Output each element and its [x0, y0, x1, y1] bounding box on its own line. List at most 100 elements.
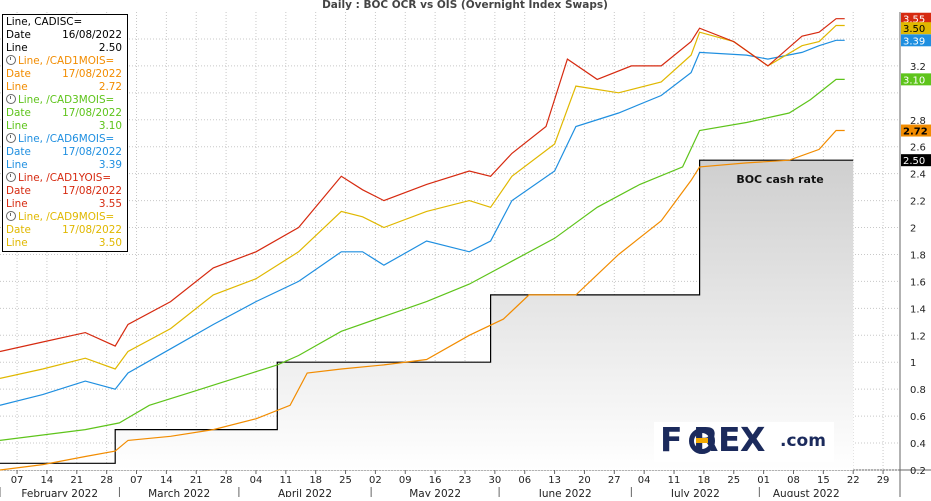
x-tick-label: 06	[518, 475, 531, 486]
last-value-tag-bg	[901, 22, 931, 35]
y-tick-label: 1.2	[910, 331, 926, 342]
legend-label: Line, /CAD1MOIS=	[6, 55, 114, 68]
legend-label: Date	[6, 146, 31, 159]
legend-label: Date	[6, 107, 31, 120]
x-tick-label: 04	[250, 475, 263, 486]
legend-row: Line, /CAD9MOIS=	[6, 211, 124, 224]
last-value-tag: 3.39	[903, 36, 925, 47]
y-tick-label: 1.4	[910, 304, 926, 315]
x-tick-label: 08	[787, 475, 800, 486]
y-tick-label: 0.4	[910, 439, 926, 450]
month-label: February 2022	[21, 488, 98, 497]
month-label: August 2022	[773, 488, 840, 497]
legend-value: 17/08/2022	[62, 185, 122, 197]
legend-label-text: Line, /CAD1YOIS=	[18, 172, 112, 184]
clock-icon	[6, 211, 16, 221]
legend-label-text: Line	[6, 237, 28, 249]
y-tick-label: 0.2	[910, 466, 926, 477]
y-tick-label: 0.8	[910, 385, 926, 396]
last-value-tag: 3.10	[903, 75, 925, 86]
legend-label: Date	[6, 185, 31, 198]
series-line-cad3mois	[0, 78, 845, 441]
legend-value: 17/08/2022	[62, 68, 122, 80]
legend-row: Line 2.72	[6, 81, 124, 94]
legend-label-text: Line, /CAD6MOIS=	[18, 133, 115, 145]
x-tick-label: 14	[160, 475, 173, 486]
last-value-tags: 2.50 2.72 3.10 3.39 3.553.50	[901, 12, 931, 167]
clock-icon	[6, 94, 16, 104]
logo-o-bar	[696, 438, 708, 443]
y-tick-label: 2.2	[910, 197, 926, 208]
y-tick-label: 0.6	[910, 412, 926, 423]
legend-label-text: Date	[6, 146, 31, 158]
legend-label: Line, /CAD9MOIS=	[6, 211, 114, 224]
y-tick-label: 2	[910, 224, 916, 235]
legend-value: 17/08/2022	[62, 107, 122, 119]
legend-value: 3.10	[98, 120, 122, 132]
series-line-cad6mois	[0, 39, 845, 406]
legend-row: Date 17/08/2022	[6, 107, 124, 120]
y-tick-label: 2.6	[910, 143, 926, 154]
cash-rate-area	[0, 160, 854, 471]
month-label: May 2022	[409, 488, 461, 497]
last-value-tag-bg	[901, 73, 931, 86]
legend-label-text: Line	[6, 42, 28, 54]
y-tick-label: 1.6	[910, 277, 926, 288]
legend-label-text: Date	[6, 29, 31, 41]
legend-label: Line	[6, 198, 28, 211]
x-tick-label: 25	[339, 475, 352, 486]
y-tick-label: 2.4	[910, 170, 926, 181]
x-tick-label: 21	[70, 475, 83, 486]
x-tick-label: 07	[130, 475, 143, 486]
series-lines	[0, 18, 854, 471]
legend-value: 2.50	[98, 42, 122, 54]
cash-rate-fill	[0, 160, 854, 471]
chart-title: Daily : BOC OCR vs OIS (Overnight Index …	[322, 0, 608, 11]
legend-label: Line, /CAD6MOIS=	[6, 133, 114, 146]
legend-label-text: Line, /CAD1MOIS=	[18, 55, 115, 67]
legend-value: 17/08/2022	[62, 146, 122, 158]
legend-row: Line 2.50	[6, 42, 124, 55]
clock-icon	[6, 55, 16, 65]
last-value-tag: 2.72	[903, 127, 928, 138]
series-line-cad1mois	[0, 129, 845, 471]
x-tick-label: 18	[698, 475, 711, 486]
legend-row: Line, /CAD3MOIS=	[6, 94, 124, 107]
x-tick-label: 14	[41, 475, 54, 486]
legend-row: Date 17/08/2022	[6, 224, 124, 237]
y-tick-label: 2.8	[910, 116, 926, 127]
y-tick-label: 1.8	[910, 250, 926, 261]
logo-o-ring	[689, 428, 715, 454]
legend-row: Line, CADISC=	[6, 16, 124, 29]
legend-label-text: Line, /CAD9MOIS=	[18, 211, 115, 223]
month-label: March 2022	[148, 488, 210, 497]
x-tick-label: 29	[877, 475, 890, 486]
logo-suffix: .com	[780, 431, 826, 451]
legend-row: Line, /CAD1MOIS=	[6, 55, 124, 68]
legend-value: 2.72	[98, 81, 122, 93]
x-tick-label: 11	[668, 475, 681, 486]
x-axis: 07 14 21 28 07 14 21 28 04 11 18 25 02 09 16 23 30 06 13 20…	[0, 470, 890, 500]
x-tick-label: 30	[488, 475, 501, 486]
y-axis: 0.2 0.4 0.6 0.8 1 1.2 1.4 1.6 1.8 2 2.2 2.4 2.6 2.8 3.…	[910, 35, 926, 477]
last-value-tag: 3.55	[903, 15, 925, 26]
last-value-tag: 3.50	[903, 24, 925, 35]
legend-label-text: Date	[6, 107, 31, 119]
y-tick-label: 3.2	[910, 62, 926, 73]
legend-row: Line 3.55	[6, 198, 124, 211]
legend-row: Line 3.39	[6, 159, 124, 172]
legend-label: Line	[6, 237, 28, 250]
legend-label-text: Line, CADISC=	[6, 16, 83, 28]
legend-label-text: Line	[6, 81, 28, 93]
x-tick-label: 15	[817, 475, 830, 486]
x-tick-label: 16	[429, 475, 442, 486]
legend-label: Line	[6, 81, 28, 94]
x-tick-label: 13	[548, 475, 561, 486]
legend-row: Date 16/08/2022	[6, 29, 124, 42]
legend-label: Line	[6, 159, 28, 172]
x-tick-label: 11	[279, 475, 292, 486]
x-tick-label: 04	[638, 475, 651, 486]
x-tick-label: 25	[727, 475, 740, 486]
legend-value: 17/08/2022	[62, 224, 122, 236]
